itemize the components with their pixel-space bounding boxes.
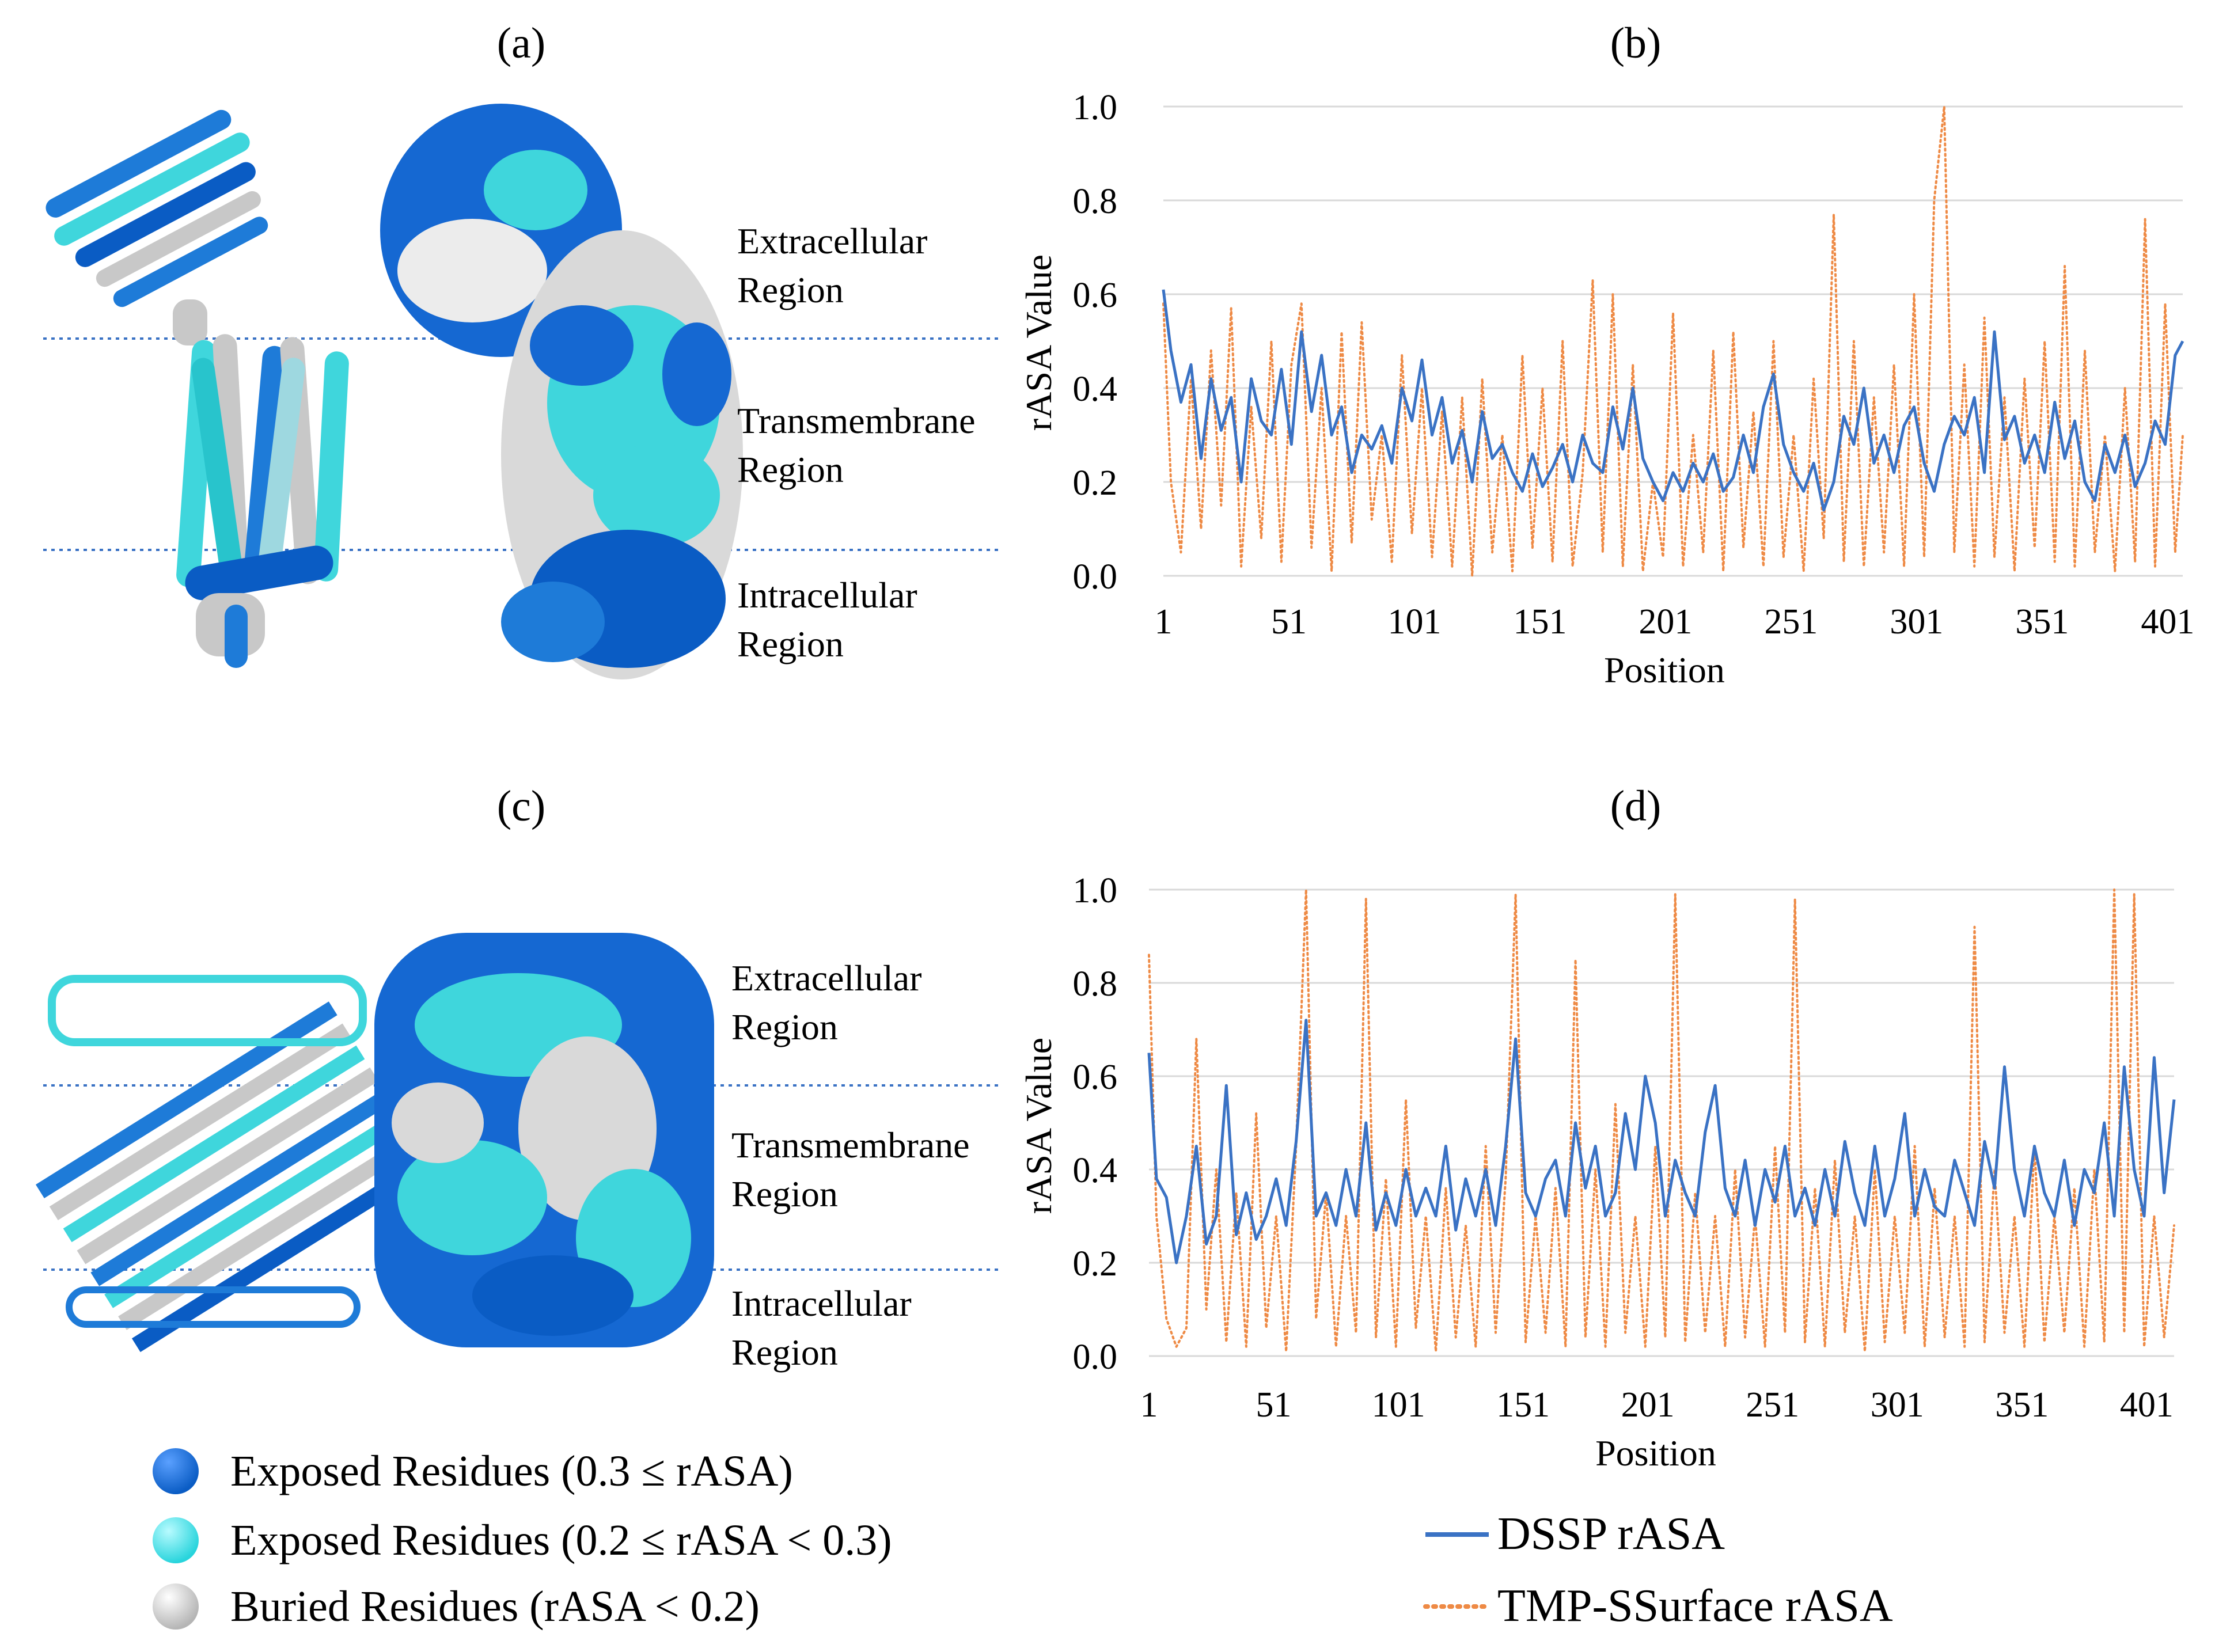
ytick-label-b-5: 1.0 bbox=[1073, 88, 1118, 127]
surface-model-a bbox=[380, 104, 743, 679]
xtick-label-b-1: 51 bbox=[1271, 602, 1307, 641]
region-label-intracellular-c-2: Region bbox=[731, 1332, 838, 1373]
xtick-label-d-1: 51 bbox=[1256, 1385, 1292, 1425]
panel-label-a: (a) bbox=[497, 19, 545, 67]
legend-sphere-exposed-light bbox=[153, 1517, 199, 1563]
panel-label-b: (b) bbox=[1610, 19, 1662, 67]
xtick-label-d-6: 301 bbox=[1871, 1385, 1924, 1425]
cartoon-barrel-c bbox=[35, 975, 434, 1353]
legend-text-tmp: TMP-SSurface rASA bbox=[1497, 1581, 1893, 1631]
xtick-label-d-7: 351 bbox=[1995, 1385, 2049, 1425]
series-line-d-dssp bbox=[1147, 1019, 2176, 1264]
ytick-label-d-2: 0.4 bbox=[1073, 1151, 1118, 1190]
xtick-label-d-8: 401 bbox=[2120, 1385, 2174, 1425]
region-label-extracellular-a-2: Region bbox=[737, 269, 844, 310]
ytick-label-d-5: 1.0 bbox=[1073, 871, 1118, 910]
series-line-b-dssp bbox=[1162, 289, 2184, 512]
xtick-label-b-3: 151 bbox=[1513, 602, 1567, 641]
xtick-label-b-4: 201 bbox=[1639, 602, 1692, 641]
panel-label-d: (d) bbox=[1610, 782, 1662, 830]
chart-d-ylabel: rASA Value bbox=[1018, 1038, 1059, 1214]
legend-sphere-exposed-dark bbox=[153, 1448, 199, 1494]
panel-a-structure: Extracellular Region Transmembrane Regio… bbox=[43, 104, 999, 679]
region-label-transmembrane-c-1: Transmembrane bbox=[731, 1125, 970, 1165]
panel-c-structure: Extracellular Region Transmembrane Regio… bbox=[35, 933, 999, 1373]
chart-d: rASA Value Position 0.00.20.40.60.81.01 5… bbox=[1018, 871, 2176, 1473]
legend-text-buried: Buried Residues (rASA < 0.2) bbox=[230, 1582, 760, 1631]
region-label-intracellular-c-1: Intracellular bbox=[731, 1283, 912, 1324]
chart-b: rASA Value Position 0.00.20.40.60.81.01 5… bbox=[1018, 88, 2194, 690]
ytick-label-b-4: 0.8 bbox=[1073, 182, 1118, 221]
ytick-label-b-3: 0.6 bbox=[1073, 276, 1118, 315]
legend-text-exposed-light: Exposed Residues (0.2 ≤ rASA < 0.3) bbox=[230, 1516, 892, 1564]
structure-legend: Exposed Residues (0.3 ≤ rASA) Exposed Re… bbox=[153, 1447, 892, 1631]
region-label-transmembrane-c-2: Region bbox=[731, 1174, 838, 1214]
cartoon-helices-a bbox=[45, 109, 349, 668]
region-label-extracellular-c-2: Region bbox=[731, 1007, 838, 1047]
xtick-label-d-4: 201 bbox=[1621, 1385, 1675, 1425]
region-label-extracellular-a-1: Extracellular bbox=[737, 221, 927, 261]
xtick-label-b-8: 401 bbox=[2141, 602, 2194, 641]
xtick-label-b-5: 251 bbox=[1764, 602, 1818, 641]
region-label-extracellular-c-1: Extracellular bbox=[731, 958, 921, 998]
ytick-label-d-4: 0.8 bbox=[1073, 964, 1118, 1004]
xtick-label-d-2: 101 bbox=[1372, 1385, 1425, 1425]
chart-b-ylabel: rASA Value bbox=[1018, 255, 1059, 431]
ytick-label-b-2: 0.4 bbox=[1073, 370, 1118, 409]
ytick-label-d-3: 0.6 bbox=[1073, 1058, 1118, 1097]
panel-label-c: (c) bbox=[497, 782, 545, 830]
series-legend: DSSP rASA TMP-SSurface rASA bbox=[1423, 1509, 1893, 1631]
chart-d-xlabel: Position bbox=[1595, 1433, 1716, 1473]
ytick-label-b-0: 0.0 bbox=[1073, 557, 1118, 597]
region-label-intracellular-a-1: Intracellular bbox=[737, 575, 917, 616]
xtick-label-b-6: 301 bbox=[1890, 602, 1943, 641]
xtick-label-d-3: 151 bbox=[1496, 1385, 1550, 1425]
xtick-label-d-0: 1 bbox=[1140, 1385, 1158, 1425]
xtick-label-b-7: 351 bbox=[2015, 602, 2069, 641]
region-label-intracellular-a-2: Region bbox=[737, 624, 844, 664]
region-label-transmembrane-a-2: Region bbox=[737, 449, 844, 490]
xtick-label-b-2: 101 bbox=[1387, 602, 1441, 641]
xtick-label-d-5: 251 bbox=[1746, 1385, 1799, 1425]
surface-model-c bbox=[374, 933, 714, 1347]
chart-b-xlabel: Position bbox=[1604, 650, 1725, 690]
xtick-label-b-0: 1 bbox=[1155, 602, 1173, 641]
series-line-b-tmp-ssurface bbox=[1162, 105, 2184, 577]
ytick-label-b-1: 0.2 bbox=[1073, 464, 1118, 503]
ytick-label-d-1: 0.2 bbox=[1073, 1244, 1118, 1283]
region-label-transmembrane-a-1: Transmembrane bbox=[737, 400, 976, 441]
series-line-d-tmp-ssurface bbox=[1148, 888, 2175, 1353]
legend-text-exposed-dark: Exposed Residues (0.3 ≤ rASA) bbox=[230, 1447, 793, 1495]
legend-text-dssp: DSSP rASA bbox=[1497, 1509, 1725, 1559]
legend-sphere-buried bbox=[153, 1583, 199, 1630]
ytick-label-d-0: 0.0 bbox=[1073, 1338, 1118, 1377]
